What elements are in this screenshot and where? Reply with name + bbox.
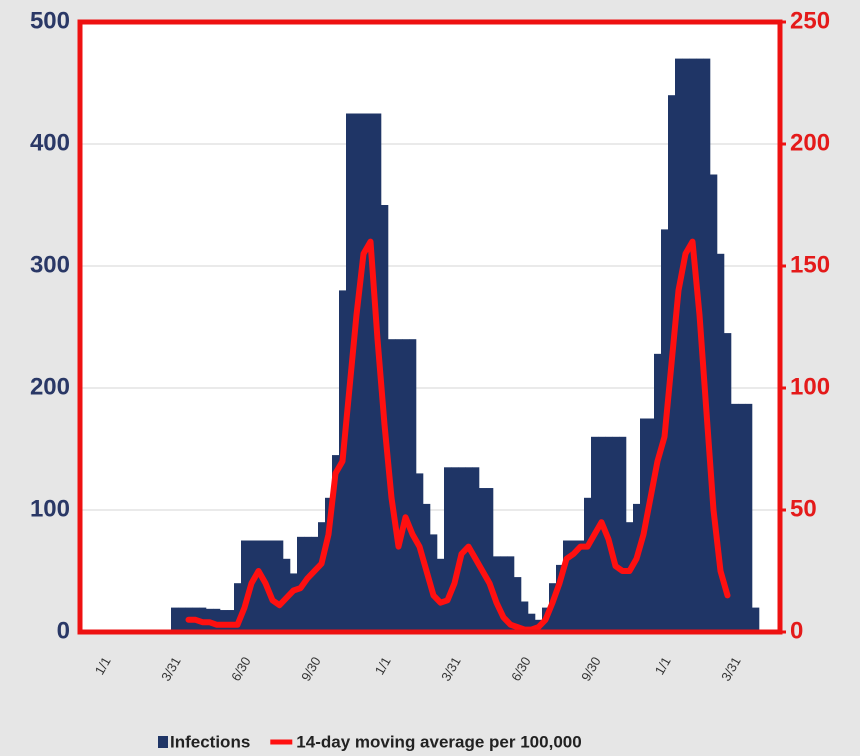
bar [444, 467, 452, 632]
x-tick-label: 3/31 [718, 654, 744, 683]
bar [227, 610, 235, 632]
bar [577, 540, 585, 632]
bar [290, 573, 298, 632]
bar [563, 540, 571, 632]
bar [752, 607, 760, 632]
bar [241, 540, 249, 632]
bar [738, 403, 746, 632]
bar [731, 403, 739, 632]
bar [626, 522, 634, 632]
bar [493, 556, 501, 632]
bar [360, 113, 368, 632]
bar [584, 497, 592, 632]
bar [619, 436, 627, 632]
y2-tick-label: 0 [790, 617, 803, 644]
bar [647, 418, 655, 632]
y2-tick-label: 250 [790, 7, 830, 34]
bar [598, 436, 606, 632]
bar [332, 455, 340, 632]
bar [612, 436, 620, 632]
bar [570, 540, 578, 632]
bar [675, 58, 683, 633]
bar [710, 174, 718, 632]
y2-tick-label: 200 [790, 129, 830, 156]
bar [479, 488, 487, 632]
y2-tick-label: 100 [790, 373, 830, 400]
bar [276, 540, 284, 632]
bar [724, 333, 732, 632]
bar [633, 503, 641, 632]
bar [234, 583, 242, 632]
x-tick-label: 3/31 [438, 654, 464, 683]
bar [220, 610, 228, 632]
x-tick-label: 9/30 [578, 654, 604, 683]
bar [269, 540, 277, 632]
line [185, 238, 731, 633]
bar [521, 601, 529, 632]
bar [367, 113, 375, 632]
y-tick-label: 400 [30, 129, 70, 156]
bar [353, 113, 361, 632]
y-tick-label: 0 [57, 617, 70, 644]
x-tick-label: 1/1 [92, 654, 114, 677]
bar [437, 558, 445, 632]
x-tick-label: 9/30 [298, 654, 324, 683]
x-tick-label: 1/1 [652, 654, 674, 677]
bar [682, 58, 690, 633]
legend-swatch [158, 736, 168, 748]
bar [402, 339, 410, 632]
bar [472, 467, 480, 632]
plot-border [77, 19, 783, 635]
bar [178, 607, 186, 632]
y-tick-label: 100 [30, 495, 70, 522]
bar [500, 556, 508, 632]
x-tick-label: 1/1 [372, 654, 394, 677]
bar [654, 353, 662, 632]
bar [318, 522, 326, 632]
bar [213, 608, 221, 632]
bar [528, 613, 536, 632]
legend-label: Infections [170, 732, 250, 751]
bar [556, 564, 564, 632]
bar [430, 534, 438, 632]
bar [717, 253, 725, 633]
bar [311, 536, 319, 632]
bar [689, 58, 697, 633]
bar [304, 536, 312, 632]
y-tick-label: 200 [30, 373, 70, 400]
y-tick-label: 300 [30, 251, 70, 278]
x-tick-label: 6/30 [228, 654, 254, 683]
bar [409, 339, 417, 632]
bar [325, 497, 333, 632]
y-tick-label: 500 [30, 7, 70, 34]
bar [255, 540, 263, 632]
legend-label: 14-day moving average per 100,000 [296, 732, 581, 751]
bar [395, 339, 403, 632]
x-tick-label: 6/30 [508, 654, 534, 683]
bar [745, 403, 753, 632]
bar [514, 577, 522, 632]
bar [703, 58, 711, 633]
bar [486, 488, 494, 632]
bar [451, 467, 459, 632]
y2-tick-label: 150 [790, 251, 830, 278]
x-tick-label: 3/31 [158, 654, 184, 683]
y2-tick-label: 50 [790, 495, 817, 522]
bar [171, 607, 179, 632]
bar [507, 556, 515, 632]
